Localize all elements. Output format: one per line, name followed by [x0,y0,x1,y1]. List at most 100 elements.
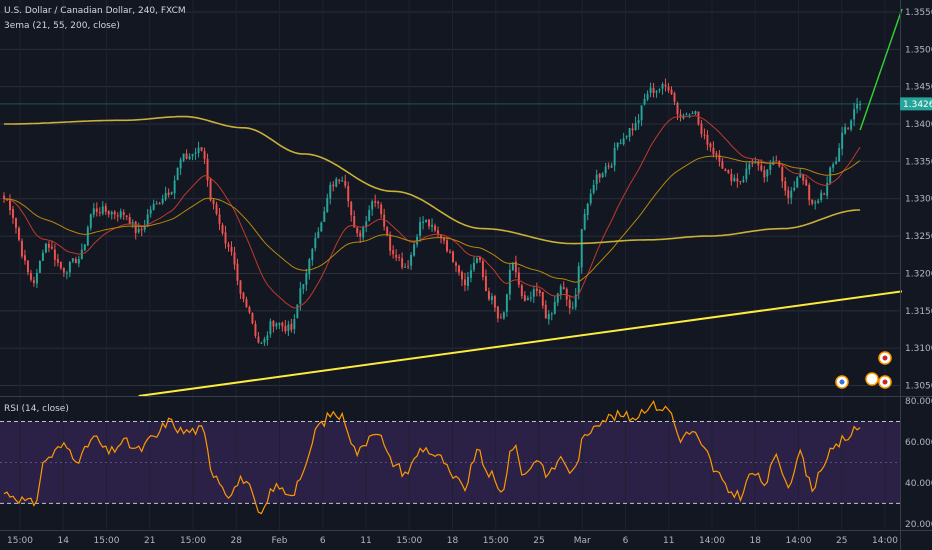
candle-body [499,317,502,319]
time-tick-label: 6 [320,536,326,546]
rsi-label[interactable]: RSI (14, close) [4,404,69,414]
candle-body [673,93,676,102]
candle-body [619,143,622,145]
candle-body [167,192,170,195]
candle-body [838,147,841,162]
candle-body [583,213,586,230]
candle-body [281,322,284,327]
candle-body [344,181,347,186]
candle-body [245,299,248,307]
candle-body [269,321,272,335]
candle-body [287,324,290,331]
candle-body [697,111,700,125]
candle-body [622,138,625,145]
candle-body [209,179,212,201]
indicator-label[interactable]: 3ema (21, 55, 200, close) [4,21,120,31]
current-price-background [900,97,932,111]
flag-icon[interactable] [865,372,879,386]
candle-body [110,211,113,215]
candle-body [640,105,643,121]
candle-body [389,235,392,251]
candle-body [29,273,32,280]
candle-body [101,206,104,214]
forecast-line[interactable] [859,8,903,131]
time-tick-label: 28 [231,536,243,546]
candle-body [155,203,158,205]
candle-body [104,206,107,212]
candle-body [769,164,772,170]
price-tick-label: 1.30500 [905,382,932,392]
rsi-tick-label: 80.0000 [905,397,932,407]
candle-body [308,259,311,275]
candle-body [386,227,389,236]
candle-body [511,262,514,271]
candle-body [95,208,98,213]
flag-icon [882,379,888,385]
candle-body [395,254,398,258]
candle-body [251,313,254,324]
candle-body [712,147,715,155]
candle-body [356,227,359,234]
candle-body [799,174,802,178]
candle-body [613,147,616,166]
candle-body [407,266,410,268]
candle-body [260,342,263,344]
candle-body [113,211,116,215]
candle-body [143,225,146,230]
time-tick-label: 25 [836,536,847,546]
candle-body [784,181,787,191]
time-tick-label: 15:00 [483,536,509,546]
candle-body [631,128,634,131]
support-trendline[interactable] [138,290,903,397]
time-axis[interactable]: 15:00 14 15:00 21 15:00 28 Feb 6 11 15:00 18 15:00 2… [7,536,898,546]
candle-body [466,276,469,287]
candle-body [850,120,853,130]
candle-body [832,164,835,168]
candle-body [760,165,763,171]
candle-body [128,216,131,224]
candle-body [254,323,257,336]
rsi-axis[interactable]: 80.0000 60.0000 40.0000 20.0000 [905,397,932,530]
candle-body [290,323,293,330]
candle-body [404,266,407,268]
candle-body [56,258,59,263]
candle-body [721,161,724,169]
price-axis[interactable]: 1.35500 1.35000 1.34500 1.34000 1.33500 1.330… [905,8,932,392]
candle-body [86,227,89,246]
candle-body [71,258,74,262]
candle-body [841,132,844,149]
candle-body [739,181,742,183]
candle-body [278,323,281,325]
candle-body [553,301,556,315]
candle-body [562,287,565,290]
candle-body [679,114,682,118]
candle-body [164,193,167,200]
candle-body [194,152,197,154]
candle-body [359,232,362,237]
candle-body [353,216,356,228]
candle-body [715,153,718,155]
candle-body [694,111,697,114]
ema-lines [3,115,861,309]
candle-body [446,240,448,252]
price-tick-label: 1.35000 [905,45,932,55]
candle-body [374,201,377,203]
time-tick-label: 18 [750,536,762,546]
candle-body [68,261,71,273]
candle-body [703,134,706,136]
candle-body [757,161,760,166]
candle-body [272,320,275,327]
rsi-series [3,399,861,515]
event-markers[interactable] [835,351,892,389]
candle-body [323,211,326,222]
candle-body [263,339,266,343]
candle-body [293,319,296,330]
rsi-tick-label: 60.0000 [905,438,932,448]
candle-body [284,325,287,332]
candle-body [550,313,553,315]
drawings [0,8,903,397]
candle-body [565,288,568,300]
candle-body [74,259,77,263]
candle-body [50,246,53,249]
